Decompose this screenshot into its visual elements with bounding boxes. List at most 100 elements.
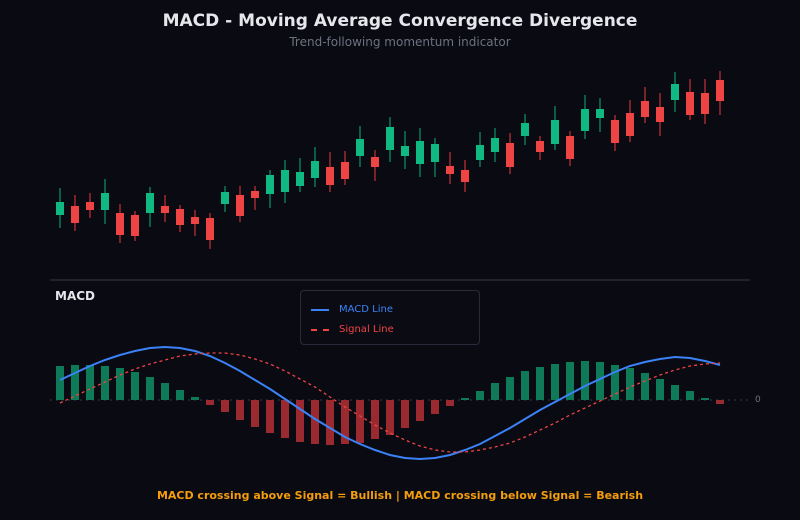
histogram-bar: [491, 383, 499, 400]
candle-body: [221, 192, 229, 204]
candle: [581, 95, 589, 139]
histogram-bar: [671, 385, 679, 400]
legend: MACD Line Signal Line: [300, 290, 480, 345]
histogram-bar: [116, 368, 124, 400]
histogram-bar: [341, 400, 349, 444]
candle-body: [401, 146, 409, 156]
histogram-bar: [266, 400, 274, 433]
macd-lines: [59, 345, 721, 461]
candle: [701, 79, 709, 124]
candle-body: [146, 193, 154, 213]
signal-line: [59, 352, 721, 453]
candle: [686, 79, 694, 120]
candle-body: [191, 217, 199, 224]
histogram-bar: [536, 367, 544, 400]
histogram-bar: [551, 364, 559, 400]
candle: [536, 136, 544, 160]
histogram-bar: [191, 397, 199, 400]
legend-label-signal: Signal Line: [339, 324, 394, 335]
histogram-bar: [716, 400, 724, 404]
candle-body: [296, 172, 304, 186]
histogram-bar: [281, 400, 289, 438]
histogram-bar: [371, 400, 379, 439]
candle-body: [56, 202, 64, 215]
candle: [566, 131, 574, 166]
histogram-bar: [356, 400, 364, 443]
candle-body: [656, 107, 664, 122]
candle-body: [371, 157, 379, 167]
candle-body: [476, 145, 484, 160]
candle-body: [521, 123, 529, 136]
candle: [416, 128, 424, 177]
candle-body: [581, 109, 589, 131]
candle-body: [566, 136, 574, 159]
candle: [716, 71, 724, 115]
histogram-bar: [611, 365, 619, 400]
candle: [311, 147, 319, 187]
candle: [641, 87, 649, 123]
candle-body: [311, 161, 319, 178]
histogram-bar: [71, 365, 79, 400]
candle: [131, 211, 139, 241]
candle: [491, 128, 499, 162]
legend-swatch-macd: [311, 308, 329, 311]
candle-body: [116, 213, 124, 235]
candle-body: [431, 144, 439, 162]
histogram-bar: [446, 400, 454, 406]
candle: [266, 170, 274, 208]
candle: [371, 150, 379, 181]
histogram-bar: [296, 400, 304, 442]
histogram-bar: [101, 366, 109, 400]
candle-body: [416, 141, 424, 164]
candle-body: [326, 167, 334, 185]
histogram-bar: [206, 400, 214, 405]
candle: [161, 195, 169, 222]
histogram-bar: [326, 400, 334, 445]
histogram-bar: [641, 373, 649, 400]
candle-body: [716, 80, 724, 101]
candle-body: [446, 166, 454, 174]
candle-body: [356, 139, 364, 156]
candle-body: [281, 170, 289, 192]
candle-body: [536, 141, 544, 152]
legend-label-macd: MACD Line: [339, 304, 393, 315]
candle-body: [86, 202, 94, 210]
histogram-bar: [656, 379, 664, 400]
histogram-bar: [236, 400, 244, 420]
candle-body: [551, 120, 559, 144]
histogram-bar: [476, 391, 484, 400]
histogram-bar: [626, 368, 634, 400]
candle: [446, 152, 454, 184]
histogram-bar: [506, 377, 514, 400]
histogram-bar: [431, 400, 439, 414]
histogram-bar: [416, 400, 424, 421]
candle-body: [341, 162, 349, 179]
candle-body: [266, 175, 274, 194]
candlestick-series: [56, 71, 724, 249]
histogram-bar: [461, 398, 469, 400]
candle: [431, 138, 439, 177]
candle: [596, 98, 604, 132]
candle-body: [71, 206, 79, 223]
legend-swatch-signal: [311, 328, 329, 331]
candle-body: [686, 92, 694, 115]
histogram-bar: [596, 362, 604, 400]
candle-body: [176, 209, 184, 225]
candle: [176, 205, 184, 232]
macd-line: [59, 345, 721, 461]
candle-body: [161, 206, 169, 213]
candle-body: [491, 138, 499, 152]
candle-body: [506, 143, 514, 167]
candle: [296, 158, 304, 192]
candle: [521, 114, 529, 145]
candle-body: [671, 84, 679, 100]
histogram-bar: [566, 362, 574, 400]
candle-body: [596, 109, 604, 118]
candle: [206, 213, 214, 249]
candle: [281, 160, 289, 203]
histogram-bar: [146, 377, 154, 400]
histogram-bar: [131, 372, 139, 400]
candle: [341, 151, 349, 185]
histogram-bar: [161, 383, 169, 400]
